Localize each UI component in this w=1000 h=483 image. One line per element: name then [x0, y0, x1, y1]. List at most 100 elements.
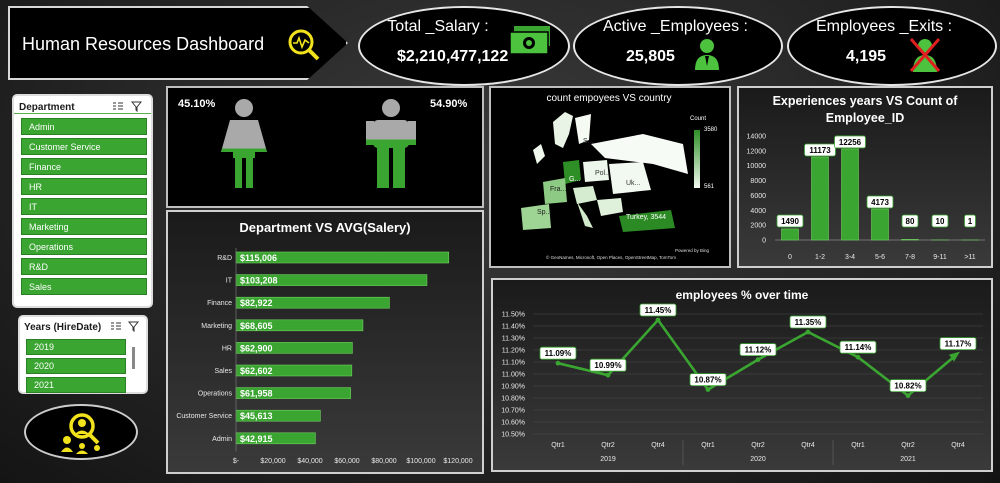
line-y-tick: 10.70% [501, 408, 525, 415]
department-salary-title: Department VS AVG(Salery) [239, 220, 411, 235]
line-data-label-box [739, 343, 777, 356]
years-slicer-item[interactable]: 2019 [26, 339, 126, 355]
money-icon [509, 26, 550, 55]
line-x-tick: Qtr2 [601, 442, 615, 449]
map-label-france: Fra... [550, 186, 567, 193]
line-series-arrow [949, 351, 960, 362]
experience-category-label: 3-4 [845, 254, 855, 261]
line-point [705, 387, 711, 392]
kpi-total-salary-label: Total _Salary : [387, 18, 489, 35]
map-label-scandinavia: S... [583, 138, 594, 145]
line-x-tick: Qtr1 [851, 442, 865, 449]
department-slicer-item[interactable]: Customer Service [21, 138, 147, 155]
experience-category-label: 9-11 [933, 254, 947, 261]
experience-y-tick: 8000 [750, 178, 766, 185]
department-salary-data-label: $115,006 [240, 253, 277, 263]
map-legend-gradient [694, 130, 700, 188]
map-label-ukraine: Uk... [626, 180, 641, 187]
line-data-label-box [589, 358, 627, 372]
department-slicer-item[interactable]: Finance [21, 158, 147, 175]
map-legend-min: 561 [704, 184, 715, 190]
experience-data-label: 1490 [781, 217, 799, 226]
people-search-icon [61, 413, 100, 454]
experience-data-label-box [931, 214, 949, 228]
department-salary-x-tick: $80,000 [371, 458, 396, 465]
line-point [905, 393, 911, 398]
line-year-group-label: 2019 [600, 456, 616, 463]
line-point [755, 357, 761, 362]
department-salary-x-tick: $60,000 [334, 458, 359, 465]
department-category-label: IT [226, 278, 233, 285]
line-data-label-box [689, 373, 727, 386]
employees-over-time-chart: 10.50% 10.60% 10.70% 10.80% 10.90% 11.00% 11.1… [501, 303, 983, 465]
department-salary-x-tick: $100,000 [406, 458, 435, 465]
map-title: count empoyees VS country [546, 93, 672, 104]
map-region-turkey [619, 210, 675, 232]
map-region-france [543, 178, 567, 204]
department-slicer-item[interactable]: Admin [21, 118, 147, 135]
line-data-label: 11.17% [945, 340, 972, 349]
line-y-tick: 11.20% [502, 348, 525, 355]
department-category-label: Customer Service [176, 413, 232, 420]
department-slicer-item[interactable]: HR [21, 178, 147, 195]
clear-filter-icon[interactable] [128, 321, 140, 332]
experience-panel [737, 86, 993, 268]
line-x-tick: Qtr4 [801, 442, 815, 449]
employee-exit-icon [909, 38, 941, 72]
department-salary-x-tick: $- [233, 458, 240, 465]
line-x-tick: Qtr4 [951, 442, 965, 449]
map-legend-max: 3580 [704, 127, 718, 133]
multi-select-icon[interactable] [110, 321, 122, 332]
map-region-spain [521, 204, 551, 230]
department-slicer-title: Department [19, 102, 75, 113]
department-slicer-item[interactable]: Operations [21, 238, 147, 255]
map-label-poland: Pol... [595, 170, 611, 177]
line-year-group-label: 2020 [750, 456, 766, 463]
experience-title: Experiences years VS Count of Employee_I… [772, 94, 958, 125]
line-data-label-box [539, 346, 577, 360]
experience-category-label: 7-8 [905, 254, 915, 261]
experience-y-tick: 6000 [750, 193, 766, 200]
kpi-employee-exits [787, 6, 997, 86]
map-region-central [573, 186, 597, 204]
multi-select-icon[interactable] [112, 101, 124, 112]
gender-panel [166, 86, 484, 208]
map-region-russia [591, 134, 688, 174]
clear-filter-icon[interactable] [131, 101, 143, 112]
kpi-employee-exits-value: 4,195 [846, 48, 887, 65]
experience-category-label: 5-6 [875, 254, 885, 261]
department-salary-x-tick: $40,000 [297, 458, 322, 465]
department-salary-x-tick: $20,000 [260, 458, 285, 465]
experience-data-label: 12256 [839, 138, 862, 147]
department-salary-data-label: $82,922 [240, 298, 273, 308]
department-slicer-item[interactable]: IT [21, 198, 147, 215]
line-y-tick: 11.50% [502, 312, 525, 319]
line-x-tick: Qtr2 [901, 442, 915, 449]
department-salary-data-label: $62,602 [240, 366, 273, 376]
department-slicer-item[interactable]: Sales [21, 278, 147, 295]
female-figure-icon [221, 99, 267, 188]
experience-category-label: 0 [788, 254, 792, 261]
line-data-label: 11.45% [645, 306, 672, 315]
map-label-germany: G... [569, 176, 581, 183]
department-category-label: Marketing [201, 323, 232, 330]
experience-data-label-box [901, 214, 919, 228]
years-slicer-title: Years (HireDate) [24, 322, 102, 333]
experience-bar [811, 156, 829, 241]
years-slicer-item[interactable]: 2020 [26, 358, 126, 374]
experience-category-label: >11 [964, 254, 975, 261]
department-category-label: Sales [214, 368, 232, 375]
europe-map[interactable] [493, 104, 693, 254]
experience-data-label-box [866, 195, 894, 209]
kpi-active-employees-label: Active _Employees : [603, 18, 748, 35]
department-slicer-item[interactable]: R&D [21, 258, 147, 275]
department-slicer-item[interactable]: Marketing [21, 218, 147, 235]
years-slicer-item[interactable]: 2021 [26, 377, 126, 393]
experience-bar [871, 208, 889, 241]
map-region-italy [577, 202, 593, 228]
years-scrollbar[interactable] [132, 347, 135, 369]
experience-data-label-box [964, 214, 976, 228]
map-label-turkey: Turkey, 3544 [626, 214, 667, 221]
experience-data-label-box [776, 214, 804, 228]
map-region-germany [563, 160, 581, 184]
